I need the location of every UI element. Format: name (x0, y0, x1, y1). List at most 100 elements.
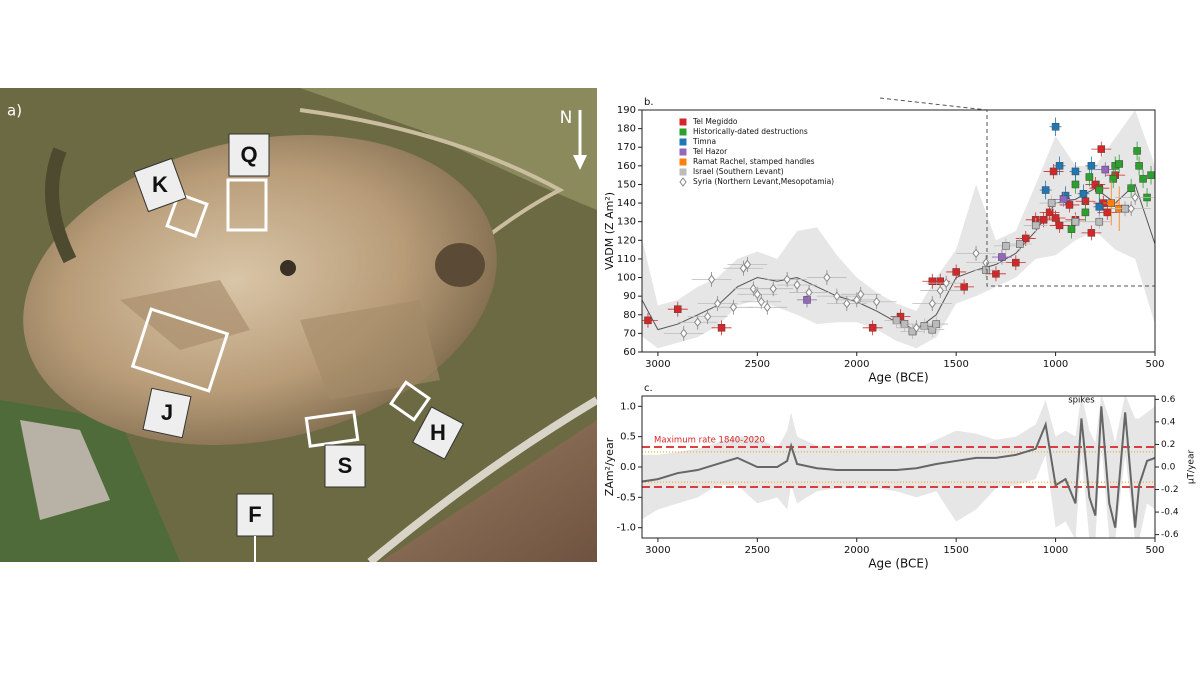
area-label: J (161, 400, 173, 425)
point (1115, 160, 1123, 168)
point (843, 298, 851, 309)
rate-line (642, 406, 1155, 528)
point (1039, 216, 1048, 224)
point (753, 289, 761, 300)
y2-tick-label: 0.6 (1161, 395, 1176, 405)
y-tick-label: 110 (617, 254, 636, 265)
point (805, 287, 813, 298)
y-axis-label: VADM (Z Am²) (603, 192, 616, 270)
point (1031, 221, 1040, 230)
point (1051, 123, 1060, 131)
point (1055, 221, 1064, 230)
point (823, 272, 831, 283)
point (1047, 199, 1056, 207)
point (729, 302, 738, 313)
point (717, 324, 726, 332)
point (739, 263, 748, 274)
y-tick-label: 190 (617, 105, 636, 116)
point (1041, 186, 1050, 194)
legend-marker (679, 128, 687, 136)
y-tick-label: 130 (617, 217, 636, 228)
point (992, 270, 1000, 278)
x-tick-label: 1000 (1043, 359, 1068, 370)
point (1109, 175, 1117, 183)
x-tick-label: 1000 (1043, 545, 1068, 556)
point (960, 283, 968, 291)
y2-tick-label: -0.4 (1161, 508, 1179, 518)
point (1147, 171, 1155, 179)
point (1022, 234, 1030, 243)
legend-marker (679, 118, 687, 126)
point (707, 274, 716, 285)
y-tick-label: 90 (623, 291, 636, 302)
legend-marker (679, 177, 687, 187)
legend-marker (679, 168, 687, 176)
panel-label: c. (644, 383, 653, 394)
y-tick-label: 170 (617, 142, 636, 153)
point (1049, 167, 1058, 176)
point (1065, 201, 1074, 209)
x-tick-label: 3000 (645, 359, 670, 370)
point (1087, 162, 1096, 170)
y-tick-label: 0.0 (620, 462, 636, 473)
y2-tick-label: 0.0 (1161, 463, 1176, 473)
point (793, 280, 801, 290)
area-labels: Q K J S H F (133, 133, 464, 562)
legend-marker (679, 138, 687, 146)
point (1139, 175, 1147, 183)
point (912, 322, 921, 333)
y-tick-label: 80 (623, 310, 636, 321)
x-tick-label: 3000 (645, 545, 670, 556)
y-tick-label: 140 (617, 198, 636, 209)
point (873, 296, 881, 307)
point (1016, 240, 1024, 248)
point (743, 259, 752, 270)
confidence-band (642, 396, 1155, 538)
y-tick-label: 1.0 (620, 401, 636, 412)
x-axis-label: Age (BCE) (868, 557, 928, 571)
y2-tick-label: -0.6 (1161, 530, 1179, 540)
north-label: N (560, 108, 573, 128)
point (763, 302, 771, 313)
y-tick-label: 70 (623, 328, 636, 339)
y-tick-label: 180 (617, 124, 636, 135)
point (1095, 217, 1104, 226)
x-tick-label: 2000 (844, 359, 869, 370)
aerial-photo: Q K J S H F a) N (0, 88, 597, 562)
point (1071, 167, 1080, 176)
legend-label: Syria (Northern Levant,Mesopotamia) (693, 177, 834, 186)
point (1097, 145, 1106, 153)
point (703, 311, 712, 322)
point (1095, 186, 1104, 194)
point (1071, 217, 1080, 226)
point (1085, 173, 1094, 181)
y-tick-label: -0.5 (616, 492, 636, 503)
legend-label: Tel Hazor (692, 147, 728, 156)
annotation: spikes (1068, 396, 1095, 406)
point (1067, 225, 1076, 233)
legend-marker (679, 158, 687, 166)
y-tick-label: 0.5 (620, 432, 636, 443)
x-tick-label: 500 (1145, 359, 1164, 370)
y-tick-label: -1.0 (616, 523, 636, 534)
legend-label: Tel Megiddo (692, 117, 738, 126)
legend-label: Israel (Southern Levant) (693, 167, 784, 176)
point (680, 328, 688, 339)
point (920, 322, 929, 330)
area-label: H (430, 420, 446, 445)
point (757, 296, 765, 307)
point (833, 291, 841, 301)
area-label: F (248, 502, 261, 527)
point (1051, 214, 1060, 222)
legend-label: Historically-dated destructions (693, 127, 808, 136)
panel-label: b. (644, 97, 654, 108)
x-tick-label: 1500 (943, 359, 968, 370)
point (1135, 162, 1143, 170)
point (868, 324, 877, 332)
axes-frame (641, 109, 1156, 353)
point (1101, 165, 1110, 174)
point (1107, 199, 1116, 207)
point (1079, 190, 1088, 198)
point (803, 296, 811, 304)
point (694, 317, 702, 328)
